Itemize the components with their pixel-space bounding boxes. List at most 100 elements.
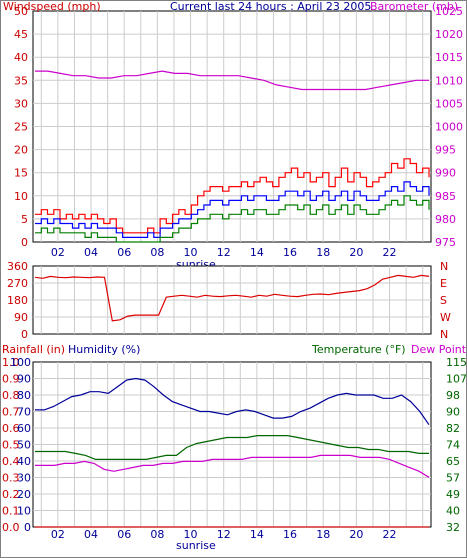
x-tick-label: 10 xyxy=(184,528,198,541)
right-tick-label: 990 xyxy=(435,167,456,180)
x-tick-label: 22 xyxy=(383,528,397,541)
right-tick-label: 1000 xyxy=(435,121,463,134)
humidity-tick-label: 80 xyxy=(17,389,31,402)
temperature-line xyxy=(35,435,429,460)
left-tick-label: 20 xyxy=(14,144,28,157)
x-tick-label: 12 xyxy=(217,528,231,541)
left-tick-label: 50 xyxy=(14,5,28,18)
left-tick-label: 10 xyxy=(14,190,28,203)
humidity-tick-label: 70 xyxy=(17,406,31,419)
right-tick-label: 1015 xyxy=(435,51,463,64)
x-tick-label: 16 xyxy=(283,246,297,259)
x-tick-label: 18 xyxy=(316,246,330,259)
x-tick-label: 16 xyxy=(283,528,297,541)
humidity-tick-label: 10 xyxy=(17,505,31,518)
temperature-tick-label: 74 xyxy=(446,439,460,452)
windspeed-gust-line xyxy=(35,158,430,234)
x-tick-label: 14 xyxy=(250,246,264,259)
temperature-tick-label: 57 xyxy=(446,472,460,485)
humidity-tick-label: 100 xyxy=(10,356,31,369)
right-tick-label: 1010 xyxy=(435,74,463,87)
x-tick-label: 04 xyxy=(84,528,98,541)
x-tick-label: 22 xyxy=(383,246,397,259)
direction-degree-tick: 180 xyxy=(7,294,28,307)
x-tick-label: 10 xyxy=(184,246,198,259)
x-tick-label: 06 xyxy=(117,246,131,259)
temperature-tick-label: 82 xyxy=(446,422,460,435)
direction-degree-tick: 270 xyxy=(7,277,28,290)
x-tick-label: 08 xyxy=(150,246,164,259)
wind-direction-line xyxy=(34,274,430,322)
left-tick-label: 35 xyxy=(14,74,28,87)
temperature-tick-label: 49 xyxy=(446,488,460,501)
right-tick-label: 1005 xyxy=(435,97,463,110)
direction-compass-tick: N xyxy=(440,260,448,273)
x-tick-label: 02 xyxy=(51,246,65,259)
rainfall-tick-label: 1.0 xyxy=(2,356,20,369)
temperature-tick-label: 90 xyxy=(446,406,460,419)
right-tick-label: 995 xyxy=(435,144,456,157)
right-tick-label: 1020 xyxy=(435,28,463,41)
rainfall-tick-label: 0.9 xyxy=(2,373,20,386)
x-tick-label: 12 xyxy=(217,246,231,259)
humidity-tick-label: 50 xyxy=(17,439,31,452)
x-tick-label: 18 xyxy=(316,528,330,541)
x-tick-label: 04 xyxy=(84,246,98,259)
x-tick-label: 02 xyxy=(51,528,65,541)
barometer-line xyxy=(35,70,429,91)
humidity-tick-label: 30 xyxy=(17,472,31,485)
windspeed-low-line xyxy=(35,195,430,243)
left-tick-label: 5 xyxy=(21,213,28,226)
direction-degree-tick: 360 xyxy=(7,260,28,273)
humidity-tick-label: 40 xyxy=(17,455,31,468)
direction-compass-tick: E xyxy=(440,277,447,290)
left-tick-label: 30 xyxy=(14,97,28,110)
x-tick-label: 20 xyxy=(349,528,363,541)
temperature-axis-label: Temperature (°F) xyxy=(311,343,406,356)
direction-degree-tick: 0 xyxy=(21,328,28,341)
rainfall-tick-label: 0.0 xyxy=(2,521,20,534)
barometer-axis-label: Barometer (mb) xyxy=(370,0,458,13)
rainfall-tick-label: 0.8 xyxy=(2,389,20,402)
left-tick-label: 45 xyxy=(14,28,28,41)
right-tick-label: 980 xyxy=(435,213,456,226)
rainfall-tick-label: 0.2 xyxy=(2,488,20,501)
humidity-line xyxy=(35,377,430,426)
x-tick-label: 20 xyxy=(349,246,363,259)
rainfall-tick-label: 0.4 xyxy=(2,455,20,468)
windspeed-avg-line xyxy=(35,181,430,238)
humidity-tick-label: 90 xyxy=(17,373,31,386)
windspeed-axis-label: Windspeed (mph) xyxy=(3,0,101,13)
x-tick-label: 08 xyxy=(150,528,164,541)
rainfall-tick-label: 0.7 xyxy=(2,406,20,419)
left-tick-label: 15 xyxy=(14,167,28,180)
rainfall-tick-label: 0.3 xyxy=(2,472,20,485)
direction-compass-tick: N xyxy=(440,328,448,341)
humidity-tick-label: 20 xyxy=(17,488,31,501)
humidity-temperature-panel: Rainfall (in) Humidity (%) Temperature (… xyxy=(2,343,467,552)
direction-compass-tick: S xyxy=(440,294,447,307)
temperature-tick-label: 107 xyxy=(446,373,467,386)
temperature-tick-label: 98 xyxy=(446,389,460,402)
rainfall-tick-label: 0.5 xyxy=(2,439,20,452)
left-tick-label: 25 xyxy=(14,121,28,134)
right-tick-label: 985 xyxy=(435,190,456,203)
chart-title: Current last 24 hours : April 23 2005 xyxy=(170,0,371,13)
right-tick-label: 975 xyxy=(435,236,456,249)
humidity-tick-label: 0 xyxy=(24,521,31,534)
right-tick-label: 1025 xyxy=(435,5,463,18)
rainfall-tick-label: 0.6 xyxy=(2,422,20,435)
humidity-axis-label: Humidity (%) xyxy=(68,343,140,356)
temperature-tick-label: 40 xyxy=(446,505,460,518)
direction-compass-tick: W xyxy=(440,311,451,324)
temperature-tick-label: 115 xyxy=(446,356,467,369)
direction-degree-tick: 90 xyxy=(14,311,28,324)
windspeed-panel: Windspeed (mph) Current last 24 hours : … xyxy=(3,0,463,271)
dew-point-line xyxy=(35,454,430,478)
rainfall-axis-label: Rainfall (in) xyxy=(2,343,65,356)
left-tick-label: 40 xyxy=(14,51,28,64)
sunrise-label-bottom: sunrise xyxy=(176,539,216,552)
x-tick-label: 14 xyxy=(250,528,264,541)
